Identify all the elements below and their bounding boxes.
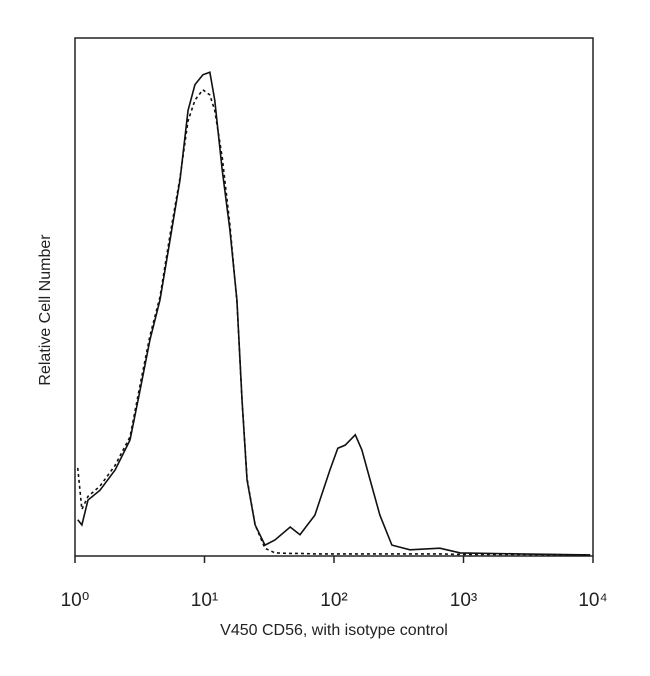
x-tick-label: 10⁰ (61, 590, 90, 611)
plot-frame (74, 37, 594, 557)
x-tick-label: 10² (320, 590, 347, 611)
x-tick-label: 10⁴ (578, 590, 607, 611)
histogram-line (76, 88, 591, 556)
x-axis-label: V450 CD56, with isotype control (220, 622, 448, 639)
x-tick-label: 10¹ (191, 590, 218, 611)
x-tick-label: 10³ (450, 590, 477, 611)
histogram-line (77, 71, 591, 556)
y-axis-label: Relative Cell Number (37, 234, 54, 386)
